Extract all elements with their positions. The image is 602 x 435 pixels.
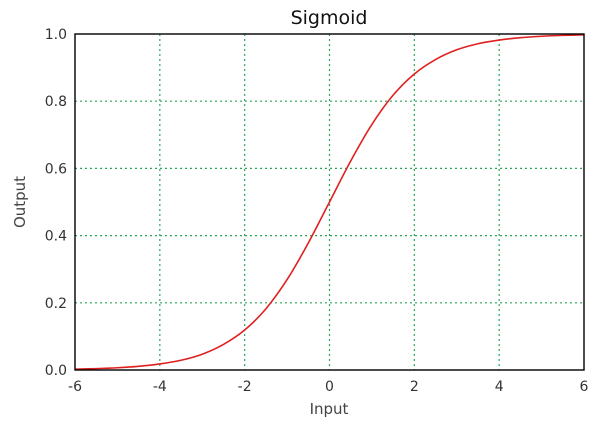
sigmoid-line bbox=[74, 34, 585, 370]
y-tick-label: 0.0 bbox=[45, 363, 67, 379]
x-tick-label: -4 bbox=[153, 379, 167, 395]
grid bbox=[75, 34, 584, 370]
x-tick-label: 2 bbox=[410, 379, 419, 395]
y-tick-label: 0.4 bbox=[45, 229, 67, 245]
x-axis-ticks: -6 -4 -2 0 2 4 6 bbox=[68, 379, 589, 395]
y-tick-label: 0.8 bbox=[45, 94, 67, 110]
x-tick-label: 0 bbox=[325, 379, 334, 395]
y-tick-label: 0.2 bbox=[45, 296, 67, 312]
y-axis-ticks: 0.0 0.2 0.4 0.6 0.8 1.0 bbox=[45, 27, 67, 379]
y-tick-label: 1.0 bbox=[45, 27, 67, 43]
x-tick-label: 4 bbox=[495, 379, 504, 395]
x-tick-label: 6 bbox=[580, 379, 589, 395]
x-tick-label: -6 bbox=[68, 379, 82, 395]
y-tick-label: 0.6 bbox=[45, 161, 67, 177]
x-axis-label: Input bbox=[310, 400, 349, 418]
x-tick-label: -2 bbox=[238, 379, 252, 395]
plot-frame bbox=[74, 33, 585, 371]
chart-title: Sigmoid bbox=[291, 7, 368, 29]
y-axis-label: Output bbox=[11, 176, 29, 228]
